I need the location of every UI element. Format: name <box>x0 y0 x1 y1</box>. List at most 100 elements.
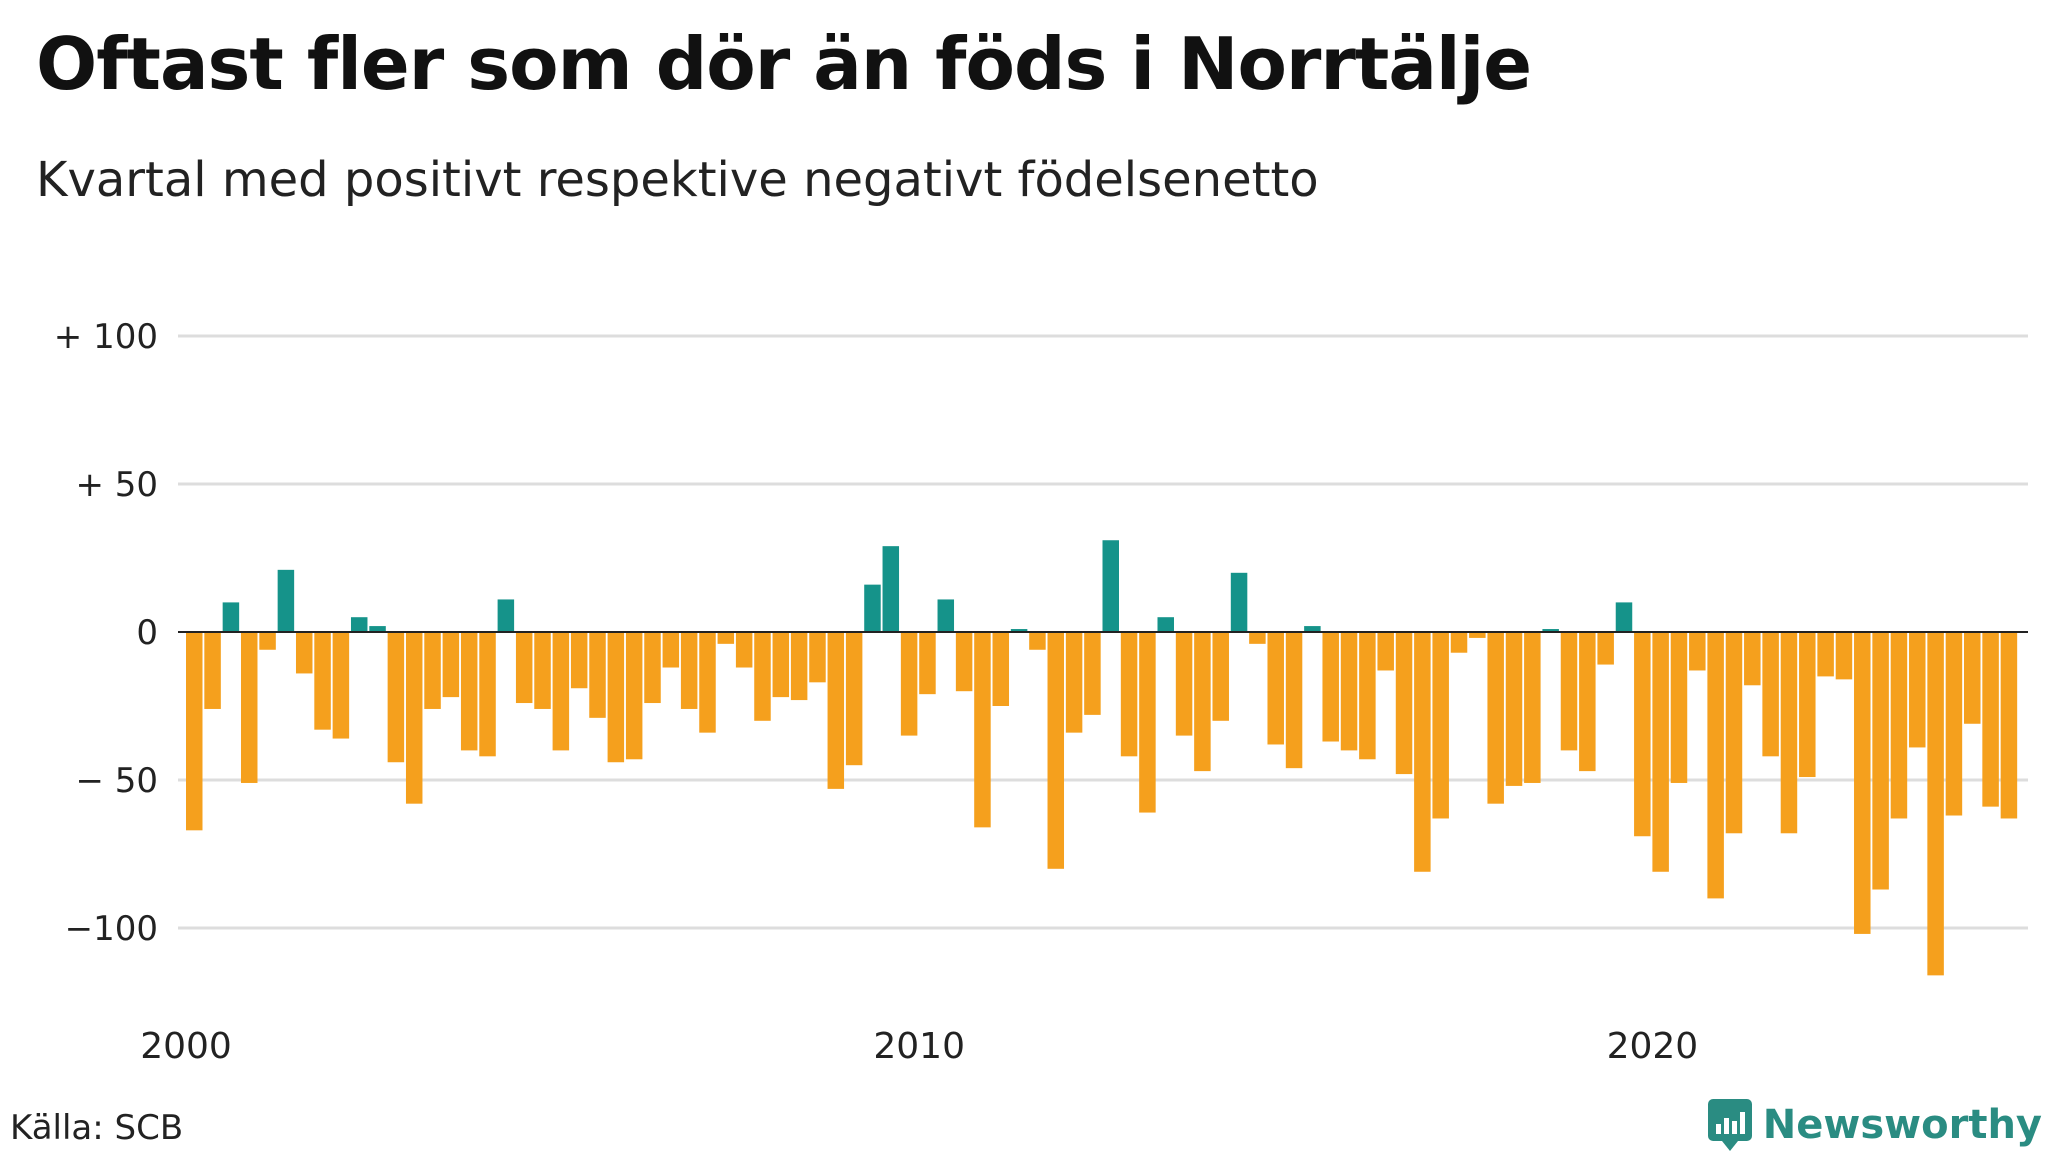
bar <box>1890 632 1908 819</box>
bar <box>662 632 680 668</box>
bar <box>919 632 936 695</box>
bar <box>1304 626 1321 632</box>
bar <box>497 599 515 632</box>
bar <box>1854 632 1871 934</box>
bar <box>1340 632 1358 751</box>
bar <box>1817 632 1834 677</box>
bar <box>1267 632 1284 745</box>
x-tick-label: 2010 <box>873 1026 965 1067</box>
bar <box>1744 632 1761 686</box>
bar <box>1707 632 1724 899</box>
bar <box>1964 632 1981 724</box>
bar <box>882 546 900 632</box>
bar <box>1212 632 1229 721</box>
bar <box>1762 632 1779 757</box>
bar <box>295 632 313 674</box>
bar <box>699 632 716 733</box>
bar <box>1249 632 1266 644</box>
bar <box>1670 632 1688 783</box>
bar <box>717 632 735 644</box>
x-tick-label: 2000 <box>140 1026 232 1067</box>
bar <box>1084 632 1101 715</box>
x-tick-label: 2020 <box>1607 1026 1699 1067</box>
bar <box>974 632 991 828</box>
bar <box>1194 632 1211 772</box>
bar <box>1982 632 1999 807</box>
bar <box>1469 632 1486 638</box>
bar <box>515 632 533 704</box>
bar <box>277 569 295 632</box>
y-tick-label: + 100 <box>54 317 158 357</box>
bar <box>1505 632 1523 786</box>
y-tick-label: 0 <box>136 613 158 653</box>
source-note: Källa: SCB <box>10 1108 184 1148</box>
bar <box>827 632 845 789</box>
chart-title: Oftast fler som dör än föds i Norrtälje <box>36 22 1532 106</box>
bars <box>186 540 2018 976</box>
bar <box>1414 632 1431 872</box>
bar <box>1322 632 1339 742</box>
bar <box>1579 632 1596 772</box>
bar <box>204 632 221 709</box>
bar <box>607 632 625 763</box>
bar <box>1285 632 1303 769</box>
bar <box>460 632 478 751</box>
bar <box>772 632 790 698</box>
newsworthy-logo-icon <box>1707 1099 1752 1151</box>
bar <box>1945 632 1963 816</box>
bar <box>864 584 881 632</box>
bar <box>1120 632 1138 757</box>
bar <box>680 632 698 709</box>
bar <box>1450 632 1468 653</box>
axis-labels: + 100 + 50 0 − 50 −100 2000 2010 2020 <box>54 317 1698 1067</box>
bar <box>1799 632 1816 778</box>
bar <box>1597 632 1614 665</box>
bar <box>552 632 570 751</box>
bar <box>186 632 203 831</box>
bar <box>1047 632 1065 869</box>
bar <box>1560 632 1578 751</box>
bar <box>1102 540 1119 632</box>
bar <box>442 632 460 698</box>
bar <box>1487 632 1504 804</box>
bar <box>405 632 423 804</box>
newsworthy-logo: Newsworthy <box>1707 1098 2042 1152</box>
bar <box>1010 629 1028 632</box>
bar <box>570 632 588 689</box>
bar <box>1725 632 1743 834</box>
bar <box>735 632 753 668</box>
bar <box>534 632 551 709</box>
bar <box>2000 632 2018 819</box>
bar <box>1927 632 1944 976</box>
bar <box>1432 632 1449 819</box>
bar-chart: + 100 + 50 0 − 50 −100 2000 2010 2020 <box>54 317 2028 1067</box>
bar <box>1542 629 1559 632</box>
bar <box>1835 632 1853 680</box>
bar <box>1395 632 1413 775</box>
bar <box>1377 632 1394 671</box>
bar <box>1872 632 1889 890</box>
bar <box>809 632 826 683</box>
y-tick-label: −100 <box>65 909 158 949</box>
bar <box>845 632 863 766</box>
bar <box>589 632 606 718</box>
bar <box>1524 632 1541 783</box>
bar <box>1157 617 1174 632</box>
bar <box>1139 632 1156 813</box>
bar <box>1615 602 1633 632</box>
bar <box>1689 632 1706 671</box>
bar <box>240 632 258 783</box>
bar <box>644 632 661 704</box>
bar <box>1780 632 1798 834</box>
bar <box>1909 632 1926 748</box>
chart-subtitle: Kvartal med positivt respektive negativt… <box>36 152 1319 208</box>
brand-name: Newsworthy <box>1762 1102 2042 1148</box>
bar <box>1359 632 1376 760</box>
bar <box>1652 632 1669 872</box>
bar <box>1175 632 1193 736</box>
y-tick-label: + 50 <box>75 465 158 505</box>
bar <box>350 617 368 632</box>
bar <box>479 632 496 757</box>
bar <box>259 632 276 650</box>
bar <box>754 632 771 721</box>
